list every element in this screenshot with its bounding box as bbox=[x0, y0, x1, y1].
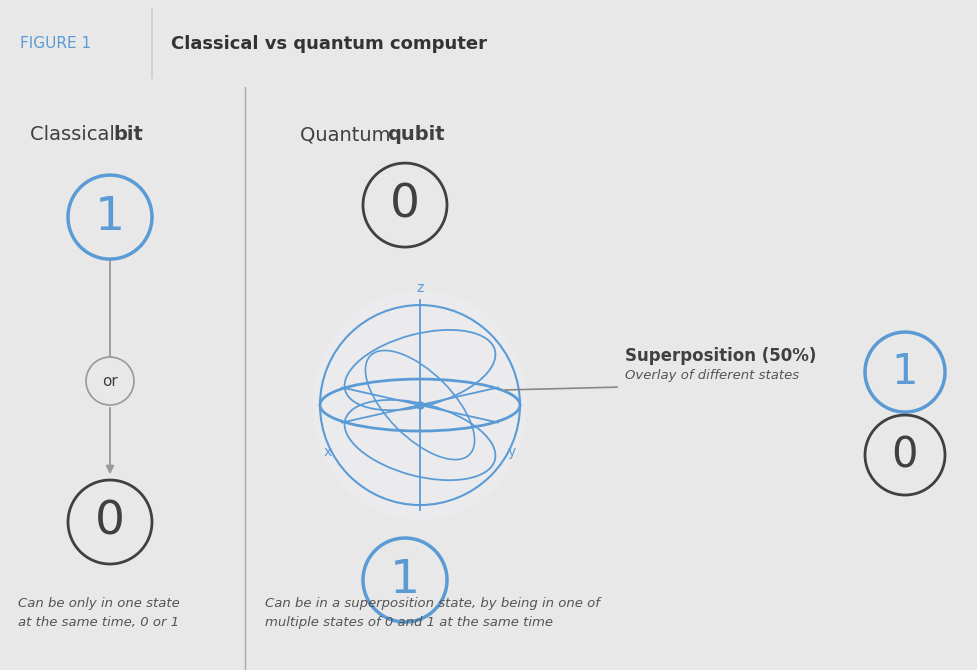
Ellipse shape bbox=[313, 290, 527, 520]
Text: y: y bbox=[507, 445, 516, 459]
Text: 0: 0 bbox=[95, 500, 125, 545]
Circle shape bbox=[86, 357, 134, 405]
Text: Superposition (50%): Superposition (50%) bbox=[624, 347, 816, 365]
Text: bit: bit bbox=[113, 125, 143, 144]
Text: or: or bbox=[102, 374, 118, 389]
Text: 0: 0 bbox=[390, 183, 419, 228]
Text: x: x bbox=[323, 445, 332, 459]
Text: 1: 1 bbox=[390, 557, 420, 602]
Text: Can be only in one state
at the same time, 0 or 1: Can be only in one state at the same tim… bbox=[18, 597, 180, 629]
Text: qubit: qubit bbox=[387, 125, 445, 144]
Text: Overlay of different states: Overlay of different states bbox=[624, 369, 798, 382]
Text: Classical vs quantum computer: Classical vs quantum computer bbox=[171, 35, 487, 52]
Text: 1: 1 bbox=[891, 351, 917, 393]
Text: Quantum: Quantum bbox=[300, 125, 397, 144]
Text: z: z bbox=[416, 281, 423, 295]
Text: FIGURE 1: FIGURE 1 bbox=[20, 36, 91, 51]
Text: Can be in a superposition state, by being in one of
multiple states of 0 and 1 a: Can be in a superposition state, by bein… bbox=[265, 597, 599, 629]
Text: 0: 0 bbox=[891, 434, 917, 476]
Text: Classical: Classical bbox=[30, 125, 121, 144]
Text: 1: 1 bbox=[95, 194, 125, 240]
